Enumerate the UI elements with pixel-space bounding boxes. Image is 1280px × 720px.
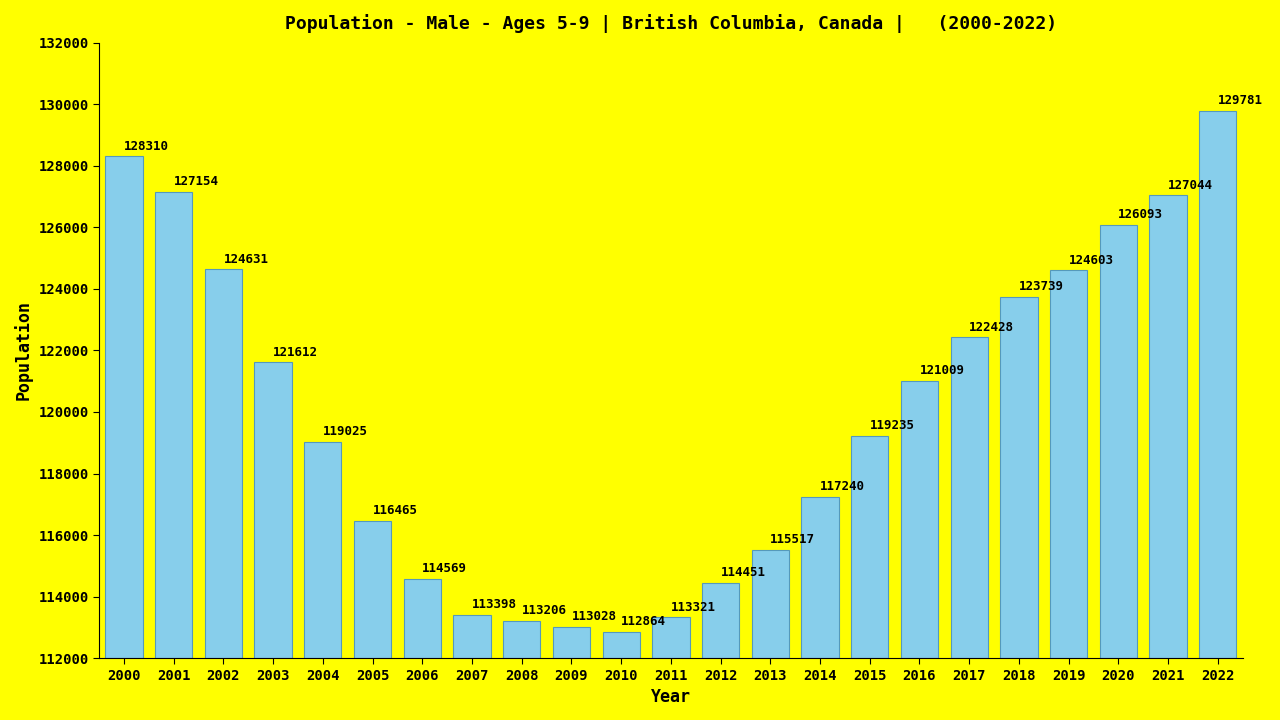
Bar <box>503 621 540 658</box>
Text: 126093: 126093 <box>1119 208 1164 221</box>
Text: 112864: 112864 <box>621 615 666 628</box>
Bar <box>205 269 242 658</box>
Text: 119025: 119025 <box>323 426 367 438</box>
Bar <box>403 579 440 658</box>
Y-axis label: Population: Population <box>14 300 33 400</box>
Text: 113028: 113028 <box>571 610 617 623</box>
Bar <box>453 615 490 658</box>
Text: 116465: 116465 <box>372 504 417 517</box>
Bar <box>653 618 690 658</box>
Text: 114451: 114451 <box>721 566 765 579</box>
Bar <box>951 337 988 658</box>
Bar <box>851 436 888 658</box>
Text: 123739: 123739 <box>1019 280 1064 293</box>
Bar <box>1000 297 1038 658</box>
Bar <box>305 442 342 658</box>
Bar <box>701 582 740 658</box>
Text: 122428: 122428 <box>969 320 1014 333</box>
Bar <box>553 626 590 658</box>
Text: 119235: 119235 <box>870 419 915 432</box>
Text: 121009: 121009 <box>919 364 965 377</box>
Text: 117240: 117240 <box>820 480 865 493</box>
Text: 124603: 124603 <box>1069 253 1114 266</box>
Text: 127044: 127044 <box>1169 179 1213 192</box>
Text: 128310: 128310 <box>124 140 169 153</box>
Text: 113321: 113321 <box>671 600 716 614</box>
Text: 127154: 127154 <box>174 175 219 188</box>
Bar <box>353 521 392 658</box>
X-axis label: Year: Year <box>652 688 691 706</box>
Text: 114569: 114569 <box>422 562 467 575</box>
Text: 115517: 115517 <box>771 534 815 546</box>
Bar <box>1199 111 1236 658</box>
Text: 113206: 113206 <box>522 604 567 617</box>
Text: 121612: 121612 <box>273 346 319 359</box>
Text: 113398: 113398 <box>472 598 517 611</box>
Bar <box>1050 270 1087 658</box>
Bar <box>155 192 192 658</box>
Bar <box>603 631 640 658</box>
Bar <box>255 362 292 658</box>
Bar <box>751 550 788 658</box>
Text: 129781: 129781 <box>1217 94 1263 107</box>
Bar <box>1100 225 1137 658</box>
Title: Population - Male - Ages 5-9 | British Columbia, Canada |   (2000-2022): Population - Male - Ages 5-9 | British C… <box>285 14 1057 33</box>
Text: 124631: 124631 <box>224 253 269 266</box>
Bar <box>105 156 142 658</box>
Bar <box>1149 195 1187 658</box>
Bar <box>901 381 938 658</box>
Bar <box>801 497 838 658</box>
